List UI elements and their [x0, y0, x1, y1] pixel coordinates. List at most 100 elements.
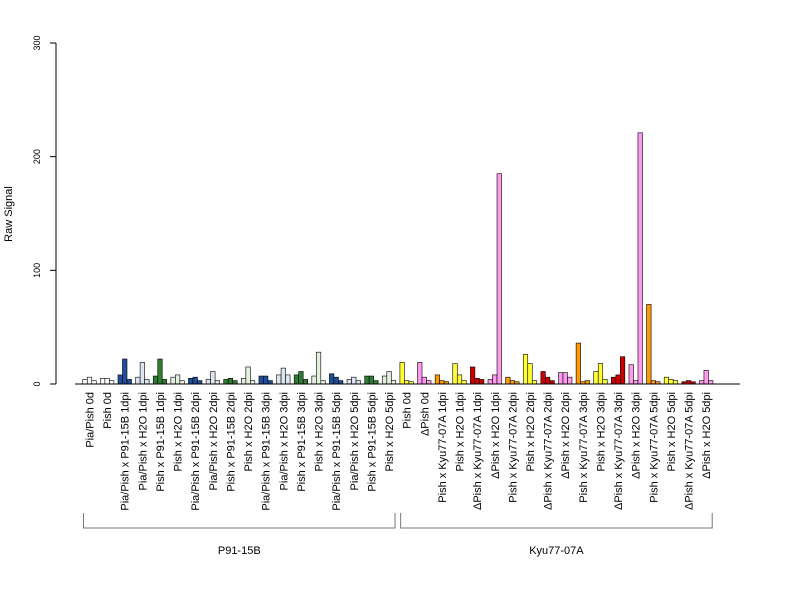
x-tick-label: ΔPish x Kyu77-07A 2dpi — [543, 392, 555, 510]
x-tick-label: Pia/Pish x H2O 5dpi — [349, 392, 361, 490]
bar — [117, 374, 123, 385]
bar — [558, 372, 564, 385]
bar — [82, 379, 88, 385]
group-bracket — [400, 513, 713, 529]
bar — [703, 370, 709, 385]
bar — [522, 354, 529, 385]
bar — [126, 379, 132, 385]
bar — [390, 380, 397, 385]
bar — [373, 380, 379, 385]
bar — [593, 371, 599, 385]
bar — [122, 358, 128, 385]
bar — [157, 358, 163, 385]
bar — [241, 378, 247, 385]
bar — [351, 376, 357, 385]
bar — [364, 375, 370, 385]
bar — [456, 374, 463, 385]
bar — [192, 376, 198, 385]
x-tick-label: ΔPish x H2O 1dpi — [490, 392, 502, 479]
x-tick-label: Pish x Kyu77-07A 3dpi — [578, 392, 590, 503]
bar — [386, 371, 392, 385]
x-tick-label: Pish x Kyu77-07A 1dpi — [437, 392, 449, 503]
x-tick-label: ΔPish x H2O 5dpi — [701, 392, 713, 479]
x-tick-label: Pish x P91-15B 1dpi — [155, 392, 167, 492]
x-tick-label: Pish x P91-15B 3dpi — [296, 392, 308, 492]
bar — [188, 378, 194, 385]
bar — [245, 366, 251, 385]
bar — [545, 376, 551, 385]
bar — [686, 380, 692, 385]
bar — [672, 380, 679, 385]
bar — [492, 374, 498, 385]
bar — [597, 363, 604, 385]
bar — [434, 374, 440, 385]
bar — [293, 374, 299, 385]
bar — [170, 376, 176, 385]
bar — [100, 378, 106, 385]
bar — [152, 375, 159, 385]
bar — [637, 132, 643, 385]
bar — [417, 362, 423, 385]
y-tick-label: 200 — [32, 149, 42, 164]
group-brackets: P91-15B Kyu77-07A — [83, 513, 713, 557]
x-tick-label: Pish 0d — [402, 392, 414, 429]
bar — [333, 376, 339, 385]
x-tick-label: Pish x H2O 5dpi — [384, 392, 396, 471]
bar — [439, 380, 445, 385]
x-tick-label: Pia/Pish x H2O 3dpi — [278, 392, 290, 490]
bar — [298, 371, 304, 385]
bars — [82, 132, 714, 385]
x-tick-label: Pish x H2O 3dpi — [314, 392, 326, 471]
x-tick-label: Pish x Kyu77-07A 2dpi — [507, 392, 519, 503]
bar — [210, 371, 216, 385]
bar — [258, 375, 264, 385]
bar — [470, 366, 476, 385]
x-tick-label: Pish x H2O 5dpi — [666, 392, 678, 471]
bar — [368, 375, 374, 385]
x-tick-label: Pish x H2O 2dpi — [243, 392, 255, 471]
bar — [509, 380, 515, 385]
bar — [575, 342, 581, 385]
bar — [250, 380, 256, 385]
bar — [708, 380, 714, 385]
bar — [562, 372, 568, 385]
x-tick-label: Pia/Pish x H2O 2dpi — [208, 392, 220, 490]
bar — [461, 380, 467, 385]
bar — [175, 374, 181, 385]
group-label: Kyu77-07A — [529, 545, 584, 557]
bar — [633, 380, 639, 385]
bar — [285, 374, 291, 385]
bar — [135, 376, 141, 385]
x-tick-labels: Pia/Pish 0d Pish 0d Pia/Pish x P91-15B 1dp… — [85, 392, 714, 511]
bar — [487, 379, 493, 385]
bar — [179, 380, 185, 385]
x-tick-label: Pish x H2O 1dpi — [455, 392, 467, 471]
bar — [91, 380, 97, 385]
x-tick-label: ΔPish x Kyu77-07A 3dpi — [613, 392, 625, 510]
bar — [531, 380, 538, 385]
bar — [311, 375, 317, 385]
x-tick-label: Pia/Pish 0d — [85, 392, 97, 448]
bar — [620, 356, 626, 385]
bar — [663, 376, 670, 385]
group-bracket — [83, 513, 396, 529]
bar — [280, 367, 286, 385]
x-tick-label: Pia/Pish x P91-15B 5dpi — [331, 392, 343, 511]
bar — [144, 379, 150, 385]
bar — [263, 375, 269, 385]
bar — [567, 376, 573, 385]
x-tick-label: ΔPish x Kyu77-07A 1dpi — [472, 392, 484, 510]
x-tick-label: Pish x P91-15B 5dpi — [366, 392, 378, 492]
bar — [426, 380, 432, 385]
y-tick-label: 100 — [32, 263, 42, 278]
x-tick-label: Pia/Pish x P91-15B 2dpi — [190, 392, 202, 511]
bar — [584, 380, 590, 385]
bar — [474, 378, 480, 385]
bar — [381, 375, 388, 385]
bar — [139, 362, 145, 385]
bar — [338, 380, 344, 385]
y-axis: 0 100 200 300 — [32, 35, 57, 387]
x-tick-label: Pish x H2O 3dpi — [595, 392, 607, 471]
bar — [699, 380, 705, 385]
